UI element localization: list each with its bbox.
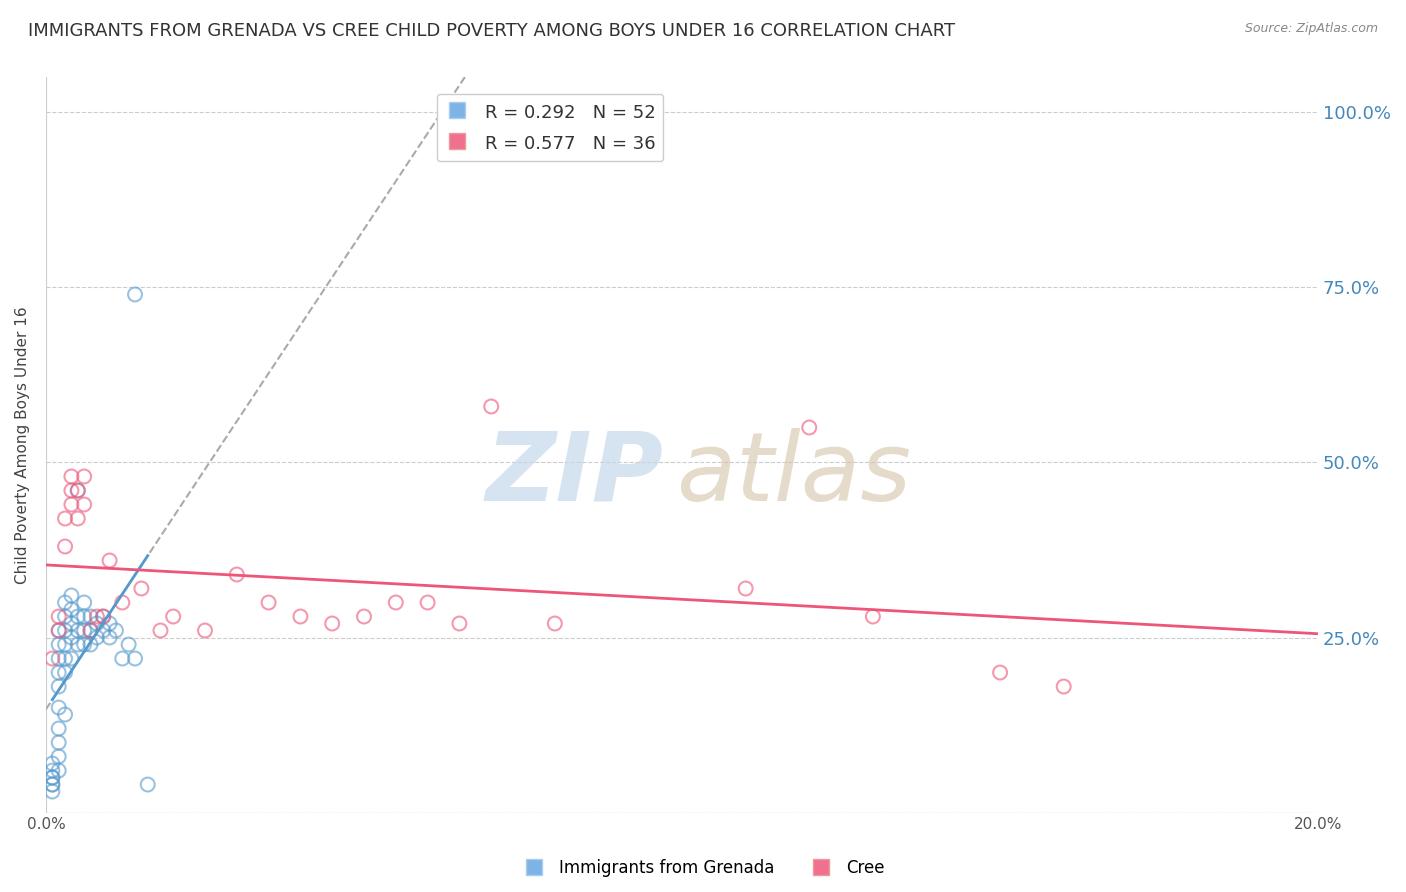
Point <box>136 778 159 792</box>
Point <box>60 651 83 665</box>
Point <box>98 616 121 631</box>
Point <box>53 707 76 722</box>
Y-axis label: Child Poverty Among Boys Under 16: Child Poverty Among Boys Under 16 <box>15 306 30 583</box>
Point <box>799 420 821 434</box>
Point <box>86 616 108 631</box>
Legend: R = 0.292   N = 52, R = 0.577   N = 36: R = 0.292 N = 52, R = 0.577 N = 36 <box>437 94 664 161</box>
Point <box>53 665 76 680</box>
Point <box>48 722 70 736</box>
Point <box>53 595 76 609</box>
Point <box>48 764 70 778</box>
Point <box>73 595 96 609</box>
Point <box>41 778 63 792</box>
Text: IMMIGRANTS FROM GRENADA VS CREE CHILD POVERTY AMONG BOYS UNDER 16 CORRELATION CH: IMMIGRANTS FROM GRENADA VS CREE CHILD PO… <box>28 22 955 40</box>
Legend: Immigrants from Grenada, Cree: Immigrants from Grenada, Cree <box>515 853 891 884</box>
Point <box>66 624 89 638</box>
Point <box>91 609 114 624</box>
Point <box>1053 680 1076 694</box>
Point <box>449 616 471 631</box>
Point <box>257 595 280 609</box>
Point <box>104 624 127 638</box>
Point <box>41 764 63 778</box>
Point <box>124 287 146 301</box>
Point <box>79 609 101 624</box>
Point <box>86 609 108 624</box>
Point <box>91 624 114 638</box>
Point <box>41 778 63 792</box>
Point <box>321 616 343 631</box>
Text: ZIP: ZIP <box>485 428 664 521</box>
Point <box>53 609 76 624</box>
Point <box>41 651 63 665</box>
Point <box>353 609 375 624</box>
Point <box>48 624 70 638</box>
Point <box>988 665 1011 680</box>
Point <box>162 609 184 624</box>
Point <box>60 498 83 512</box>
Point <box>66 483 89 498</box>
Point <box>53 511 76 525</box>
Point <box>60 631 83 645</box>
Point <box>41 756 63 771</box>
Point <box>41 784 63 798</box>
Point <box>91 609 114 624</box>
Point <box>48 665 70 680</box>
Point <box>48 680 70 694</box>
Point <box>53 624 76 638</box>
Point <box>124 651 146 665</box>
Point <box>48 624 70 638</box>
Point <box>73 638 96 652</box>
Point <box>862 609 884 624</box>
Point <box>53 540 76 554</box>
Point <box>53 651 76 665</box>
Point <box>48 651 70 665</box>
Point <box>60 616 83 631</box>
Point <box>544 616 567 631</box>
Point <box>60 602 83 616</box>
Point <box>73 498 96 512</box>
Point <box>98 553 121 567</box>
Point <box>48 749 70 764</box>
Text: Source: ZipAtlas.com: Source: ZipAtlas.com <box>1244 22 1378 36</box>
Point <box>48 700 70 714</box>
Point <box>60 483 83 498</box>
Point <box>66 638 89 652</box>
Point <box>53 638 76 652</box>
Point <box>41 771 63 785</box>
Point <box>111 651 134 665</box>
Point <box>60 469 83 483</box>
Point <box>149 624 172 638</box>
Point <box>73 469 96 483</box>
Point <box>111 595 134 609</box>
Point <box>66 483 89 498</box>
Point <box>48 638 70 652</box>
Point <box>73 624 96 638</box>
Point <box>79 638 101 652</box>
Point <box>48 609 70 624</box>
Point <box>290 609 312 624</box>
Text: atlas: atlas <box>676 428 911 521</box>
Point <box>118 638 141 652</box>
Point <box>66 609 89 624</box>
Point <box>48 735 70 749</box>
Point <box>98 631 121 645</box>
Point <box>479 400 502 414</box>
Point <box>79 624 101 638</box>
Point <box>86 631 108 645</box>
Point <box>416 595 439 609</box>
Point <box>194 624 217 638</box>
Point <box>385 595 408 609</box>
Point <box>60 589 83 603</box>
Point <box>734 582 756 596</box>
Point <box>73 609 96 624</box>
Point <box>79 624 101 638</box>
Point <box>66 511 89 525</box>
Point <box>131 582 153 596</box>
Point <box>41 771 63 785</box>
Point <box>225 567 247 582</box>
